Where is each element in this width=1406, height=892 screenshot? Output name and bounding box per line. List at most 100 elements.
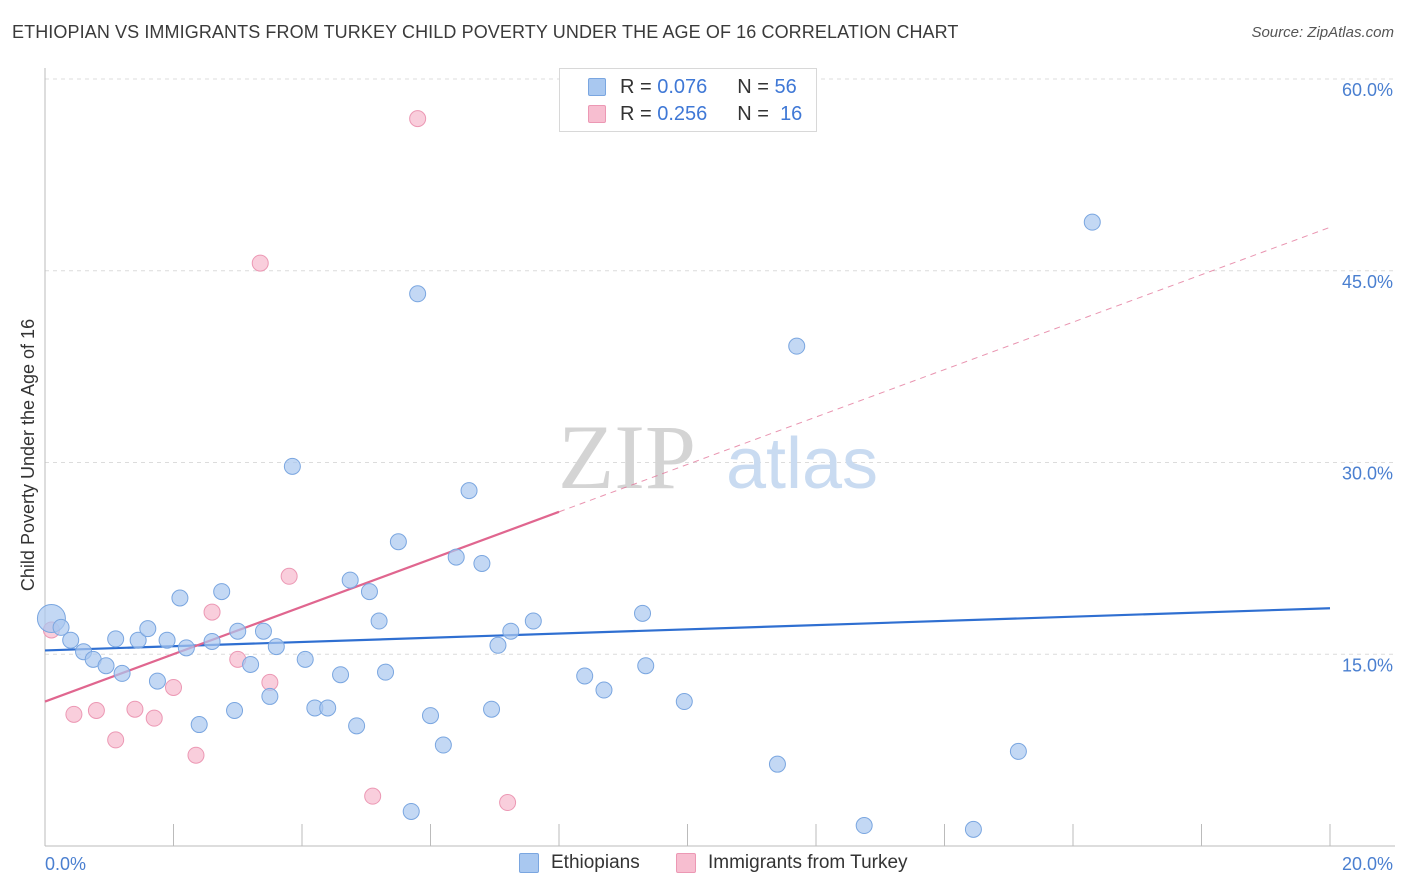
ethiopian-point [341, 571, 359, 589]
ethiopian-point [129, 631, 147, 649]
turkey-point [251, 254, 269, 272]
grid-lines [45, 78, 1395, 655]
stats-legend: R = 0.076 N = 56 R = 0.256 N = 16 [559, 68, 817, 132]
ethiopian-point [171, 589, 189, 607]
pink-swatch [676, 853, 696, 873]
ethiopian-point [213, 583, 231, 601]
x-tick-label: 20.0% [1342, 854, 1393, 874]
ethiopian-point [473, 554, 491, 572]
turkey-point [65, 705, 83, 723]
ethiopian-point [483, 700, 501, 718]
ethiopian-point [855, 817, 873, 835]
n-label: N = [737, 102, 769, 125]
ethiopian-point [190, 716, 208, 734]
ethiopian-point [158, 631, 176, 649]
ethiopian-point [1083, 213, 1101, 231]
turkey-point [145, 709, 163, 727]
ethiopian-point [402, 802, 420, 820]
pink-swatch [588, 105, 606, 123]
data-points [36, 110, 1101, 838]
source-label: Source: ZipAtlas.com [1251, 24, 1394, 41]
turkey-point [107, 731, 125, 749]
ethiopian-point [226, 701, 244, 719]
ethiopian-point [389, 533, 407, 551]
ethiopian-point [203, 632, 221, 650]
ethiopian-point [502, 622, 520, 640]
ethiopian-point [319, 699, 337, 717]
ethiopian-point [360, 583, 378, 601]
turkey-point [203, 603, 221, 621]
r-value: 0.256 [657, 102, 708, 125]
ethiopian-point [595, 681, 613, 699]
ethiopian-point [283, 457, 301, 475]
ethiopian-point [52, 618, 70, 636]
ethiopian-point [788, 337, 806, 355]
legend-item-ethiopians[interactable]: Ethiopians [519, 852, 640, 874]
ethiopian-point [242, 655, 260, 673]
y-tick-label: 15.0% [1342, 655, 1393, 675]
ethiopian-point [409, 285, 427, 303]
ethiopian-point [254, 622, 272, 640]
x-tick-labels: 0.0% 20.0% [45, 854, 1393, 874]
series-legend: Ethiopians Immigrants from Turkey [0, 852, 1406, 878]
ethiopian-point [422, 707, 439, 725]
turkey-trend-extension [558, 226, 1331, 513]
ethiopian-point [139, 620, 157, 638]
ethiopian-point [1009, 742, 1027, 760]
n-value: 16 [780, 102, 803, 125]
axes [44, 68, 1395, 847]
ethiopian-point [460, 482, 478, 500]
turkey-point [126, 700, 144, 718]
turkey-point [187, 746, 205, 764]
ethiopian-point [229, 622, 247, 640]
y-tick-label: 60.0% [1342, 80, 1393, 100]
x-tick-label: 0.0% [45, 854, 86, 874]
ethiopian-point [489, 636, 507, 654]
r-label: R = [620, 75, 652, 98]
chart-title: ETHIOPIAN VS IMMIGRANTS FROM TURKEY CHIL… [12, 22, 959, 42]
ethiopian-point [675, 693, 693, 711]
y-tick-label: 30.0% [1342, 464, 1393, 484]
ethiopian-point [524, 612, 542, 630]
legend-row-ethiopians: R = 0.076 N = 56 [588, 74, 797, 100]
ethiopian-point [370, 612, 388, 630]
trend-lines [44, 226, 1331, 703]
ethiopian-point [177, 639, 195, 657]
ethiopian-point [447, 548, 465, 566]
watermark-zip: ZIP [558, 406, 696, 508]
blue-swatch [588, 78, 606, 96]
ethiopians-trend-line [44, 607, 1331, 652]
ethiopian-point [348, 717, 366, 735]
ethiopian-point [377, 663, 395, 681]
ethiopian-point [62, 631, 80, 649]
ethiopian-point [332, 666, 350, 684]
turkey-point [364, 787, 382, 805]
watermark-atlas: atlas [726, 424, 878, 504]
legend-item-turkey[interactable]: Immigrants from Turkey [676, 852, 908, 874]
ethiopian-point [267, 638, 285, 656]
ethiopian-point [107, 630, 125, 648]
legend-row-turkey: R = 0.256 N = 16 [588, 101, 802, 127]
ethiopian-point [637, 657, 655, 675]
watermark: ZIP atlas [558, 406, 878, 508]
ethiopian-point [261, 687, 279, 705]
turkey-point [280, 567, 298, 585]
turkey-point [87, 701, 105, 719]
ethiopian-point [296, 650, 314, 668]
r-label: R = [620, 102, 652, 125]
n-label: N = [737, 75, 769, 98]
y-axis-label: Child Poverty Under the Age of 16 [18, 319, 38, 591]
ethiopian-point [768, 755, 786, 773]
turkey-trend-line [44, 510, 560, 703]
ethiopian-point [964, 820, 982, 838]
turkey-point [409, 110, 427, 128]
ethiopian-point [634, 604, 652, 622]
y-tick-labels: 15.0% 30.0% 45.0% 60.0% [1342, 80, 1393, 675]
ethiopian-point [148, 672, 166, 690]
r-value: 0.076 [657, 75, 708, 98]
y-tick-label: 45.0% [1342, 272, 1393, 292]
ethiopian-point [113, 664, 131, 682]
n-value: 56 [774, 75, 797, 98]
legend-label: Immigrants from Turkey [708, 852, 908, 873]
